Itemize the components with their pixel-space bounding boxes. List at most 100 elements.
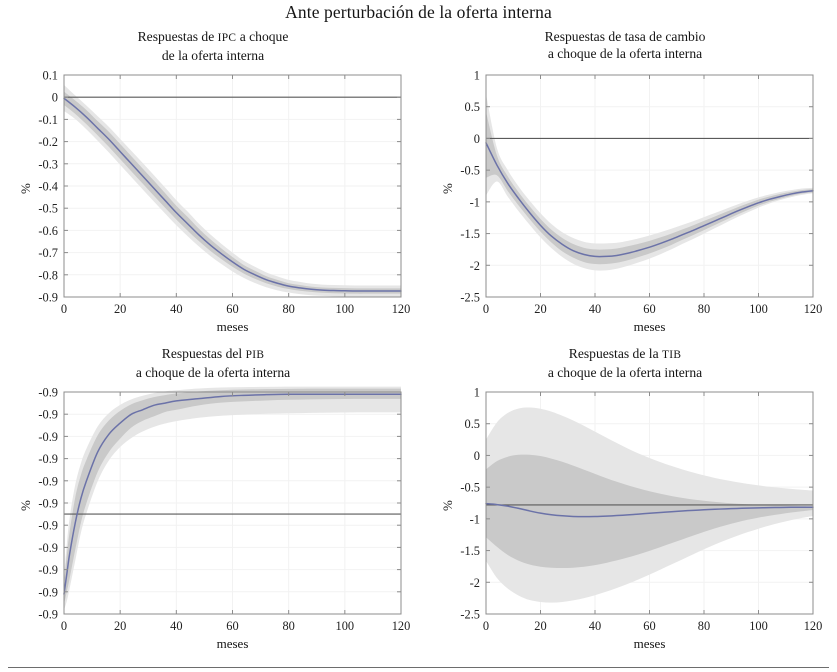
ytick-label: -0.9 (38, 563, 58, 577)
ytick-label: -0.5 (460, 481, 480, 495)
chart-panel-ipc: Respuestas de IPC a choque de la oferta i… (8, 28, 418, 338)
median-response-line (63, 393, 402, 595)
chart-panel-tasa-de-cambio: Respuestas de tasa de cambio a choque de … (420, 28, 830, 338)
y-axis-label: % (440, 500, 455, 511)
ytick-label: -0.9 (38, 497, 58, 511)
ytick-label: -0.9 (38, 408, 58, 422)
ytick-label: 0 (474, 132, 480, 146)
xtick-label: 60 (226, 619, 238, 633)
y-axis-label: % (18, 500, 33, 511)
panel-title-line2: de la oferta interna (161, 48, 265, 63)
ytick-label: -0.7 (38, 246, 58, 260)
x-axis-label: meses (216, 319, 249, 334)
figure-title: Ante perturbación de la oferta interna (285, 2, 552, 22)
panel-title-line1: Respuestas de la TIB (568, 346, 682, 361)
panel-title: Respuestas del PIB a choque de la oferta … (8, 345, 418, 381)
xtick-label: 20 (114, 302, 126, 316)
xtick-label: 0 (61, 619, 67, 633)
ytick-label: -0.8 (38, 268, 58, 282)
ytick-label: -0.9 (38, 291, 58, 305)
panel-title: Respuestas de IPC a choque de la oferta i… (8, 28, 418, 64)
ytick-label: -0.9 (38, 608, 58, 622)
ytick-label: -2.5 (460, 608, 480, 622)
median-response-line (485, 142, 814, 258)
xtick-label: 120 (804, 302, 823, 316)
xtick-label: 0 (483, 302, 489, 316)
chart-panel-pib: Respuestas del PIB a choque de la oferta … (8, 345, 418, 663)
panel-title-line2: a choque de la oferta interna (547, 365, 703, 380)
ytick-label: -0.9 (38, 430, 58, 444)
ytick-label: -0.6 (38, 224, 58, 238)
xtick-label: 120 (392, 619, 411, 633)
xtick-label: 100 (749, 619, 768, 633)
outer-confidence-band (64, 386, 401, 610)
ytick-label: -0.9 (38, 585, 58, 599)
plot-area-panel-tib: 0 20 40 60 80 100 120 1 0.5 0 -0.5 -1 -1.5 -2 -2.5 (460, 386, 823, 634)
ytick-label: -2 (470, 576, 480, 590)
x-axis-label: meses (633, 636, 666, 651)
xtick-label: 100 (336, 302, 355, 316)
ytick-label: 0.5 (465, 100, 481, 114)
xtick-label: 100 (336, 619, 355, 633)
xtick-label: 80 (698, 302, 710, 316)
plot-area-panel-ipc: 0 20 40 60 80 100 120 0.1 0 -0.1 -0.2 -0.3 -0.4 -0.5 -… (38, 69, 411, 317)
xtick-label: 120 (804, 619, 823, 633)
ytick-label: -2 (470, 259, 480, 273)
xtick-label: 0 (61, 302, 67, 316)
plot-area-panel-tasa-de-cambio: 0 20 40 60 80 100 120 1 0.5 0 -0.5 -1 -1.5 -2 -2.5 (460, 69, 823, 317)
xtick-label: 40 (589, 619, 601, 633)
xtick-label: 60 (226, 302, 238, 316)
ytick-label: -0.9 (38, 452, 58, 466)
ytick-label: -0.9 (38, 519, 58, 533)
xtick-label: 20 (534, 302, 546, 316)
xtick-label: 80 (282, 302, 294, 316)
xtick-label: 80 (282, 619, 294, 633)
y-axis-label: % (440, 183, 455, 194)
ytick-label: -2.5 (460, 291, 480, 305)
ytick-label: -0.9 (38, 474, 58, 488)
ytick-label: 0 (52, 91, 58, 105)
ytick-label: 0 (474, 449, 480, 463)
median-response-line (485, 502, 814, 518)
xtick-label: 60 (643, 302, 655, 316)
panel-title: Respuestas de tasa de cambio a choque de … (420, 28, 830, 62)
median-response-line (63, 97, 402, 292)
panel-title-line1: Respuestas de IPC a choque (137, 29, 289, 44)
ytick-label: -1 (470, 195, 480, 209)
panel-title-line1: Respuestas de tasa de cambio (544, 29, 706, 44)
xtick-label: 40 (589, 302, 601, 316)
x-axis-label: meses (216, 636, 249, 651)
xtick-label: 60 (643, 619, 655, 633)
ytick-label: -0.2 (38, 135, 58, 149)
xtick-label: 80 (698, 619, 710, 633)
ytick-label: 1 (474, 69, 480, 83)
ytick-label: -0.5 (460, 164, 480, 178)
xtick-label: 40 (170, 619, 182, 633)
xtick-label: 20 (534, 619, 546, 633)
inner-confidence-band (486, 454, 813, 569)
xtick-label: 100 (749, 302, 768, 316)
ytick-label: -0.5 (38, 202, 58, 216)
y-axis-label: % (18, 183, 33, 194)
ytick-label: 1 (474, 386, 480, 400)
chart-panel-tib: Respuestas de la TIB a choque de la ofert… (420, 345, 830, 663)
panel-title: Respuestas de la TIB a choque de la ofert… (420, 345, 830, 381)
plot-area-panel-pib: 0 20 40 60 80 100 120 -0.9 -0.9 -0.9 -0.9 -0.9 -0.9 -… (38, 386, 411, 634)
ytick-label: -1.5 (460, 227, 480, 241)
xtick-label: 0 (483, 619, 489, 633)
xtick-label: 120 (392, 302, 411, 316)
bottom-divider (8, 667, 829, 668)
ytick-label: -0.9 (38, 386, 58, 400)
xtick-label: 20 (114, 619, 126, 633)
ytick-label: 0.1 (43, 69, 59, 83)
panel-title-line2: a choque de la oferta interna (547, 46, 703, 61)
panel-title-line2: a choque de la oferta interna (135, 365, 291, 380)
ytick-label: -0.4 (38, 180, 58, 194)
ytick-label: -1.5 (460, 544, 480, 558)
outer-confidence-band (64, 84, 401, 297)
ytick-label: -0.9 (38, 541, 58, 555)
ytick-label: -1 (470, 512, 480, 526)
xtick-label: 40 (170, 302, 182, 316)
ytick-label: -0.3 (38, 157, 58, 171)
